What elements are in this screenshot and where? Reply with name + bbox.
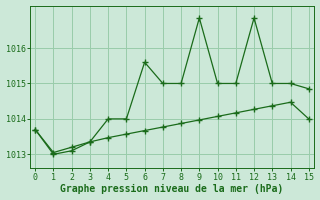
X-axis label: Graphe pression niveau de la mer (hPa): Graphe pression niveau de la mer (hPa) [60, 184, 284, 194]
